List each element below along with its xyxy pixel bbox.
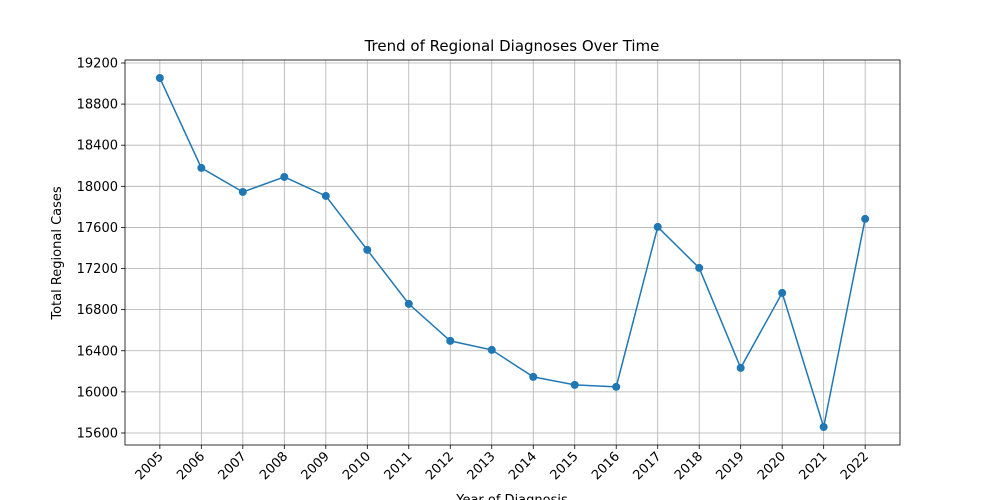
x-tick-label: 2016: [589, 449, 623, 483]
line: [159, 77, 866, 428]
marker: [363, 245, 372, 254]
x-tick-label: 2007: [216, 449, 250, 483]
x-axis-label: Year of Diagnosis: [455, 493, 568, 500]
x-tick-label: 2019: [714, 449, 748, 483]
x-tick-label: 2011: [382, 449, 416, 483]
y-axis-label: Total Regional Cases: [50, 186, 65, 321]
y-tick-label: 15600: [77, 426, 118, 441]
x-tick-label: 2014: [506, 449, 540, 483]
y-tick-label: 18400: [77, 139, 118, 154]
marker: [446, 336, 455, 345]
x-tick-label: 2021: [796, 449, 830, 483]
x-tick-label: 2017: [631, 449, 665, 483]
marker: [529, 372, 538, 381]
y-tick-label: 17600: [77, 221, 118, 236]
x-tick-label: 2010: [340, 449, 374, 483]
y-tick-label: 18000: [77, 180, 118, 195]
x-tick-label: 2005: [133, 449, 167, 483]
marker: [819, 423, 828, 432]
marker: [736, 363, 745, 372]
marker: [197, 163, 206, 172]
marker: [653, 222, 662, 231]
x-tick-label: 2020: [755, 449, 789, 483]
marker: [861, 214, 870, 223]
marker: [695, 263, 704, 272]
marker: [321, 191, 330, 200]
y-tick-label: 16000: [77, 385, 118, 400]
plot-frame: [124, 59, 901, 446]
x-tick-label: 2008: [257, 449, 291, 483]
x-tick-label: 2012: [423, 449, 457, 483]
y-tick-label: 16400: [77, 344, 118, 359]
marker: [155, 73, 164, 82]
marker: [280, 172, 289, 181]
x-tick-label: 2006: [174, 449, 208, 483]
y-tick-label: 17200: [77, 262, 118, 277]
marker: [612, 382, 621, 391]
x-tick-label: 2015: [548, 449, 582, 483]
marker: [570, 380, 579, 389]
marker: [404, 299, 413, 308]
chart-title: Trend of Regional Diagnoses Over Time: [364, 37, 660, 55]
y-tick-label: 18800: [77, 98, 118, 113]
marker: [778, 288, 787, 297]
y-tick-label: 19200: [77, 56, 118, 71]
marker: [238, 187, 247, 196]
x-tick-label: 2013: [465, 449, 499, 483]
marker: [487, 345, 496, 354]
x-tick-label: 2009: [299, 449, 333, 483]
x-tick-label: 2018: [672, 449, 706, 483]
y-tick-label: 16800: [77, 303, 118, 318]
x-tick-label: 2022: [838, 449, 872, 483]
